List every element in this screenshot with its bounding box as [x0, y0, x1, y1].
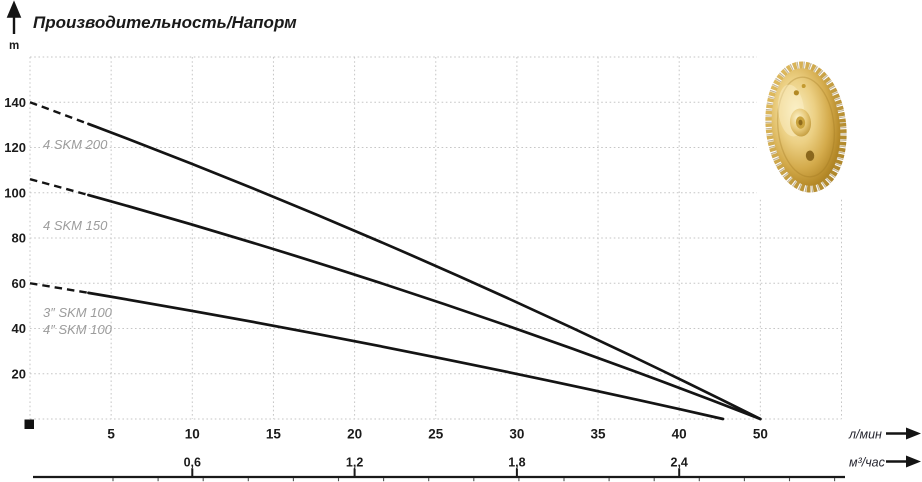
x-tick-label-lmin: 50: [753, 427, 768, 442]
impeller-photo-icon: [765, 61, 847, 193]
y-tick-label: 80: [12, 231, 26, 246]
chart-title: Производительность/Напорм: [33, 13, 297, 32]
x-axis-lmin-arrow-icon: [886, 427, 921, 440]
curve-4-skm-150-dashed: [29, 178, 89, 197]
curve-3-4-skm-100: [87, 291, 725, 421]
x-tick-label-m3h: 2,4: [671, 456, 688, 470]
y-tick-label: 20: [12, 366, 26, 381]
curve-4-skm-200: [87, 122, 762, 421]
x-tick-label-lmin: 40: [672, 427, 687, 442]
y-tick-label: 60: [12, 276, 26, 291]
x-tick-label-m3h: 1,2: [346, 456, 363, 470]
curve-4-skm-150: [87, 193, 762, 421]
y-tick-label: 140: [4, 95, 26, 110]
series-label: 4 SKM 150: [43, 218, 108, 233]
y-axis-unit-label: m: [9, 40, 19, 52]
x-tick-label-lmin: 35: [591, 427, 607, 442]
x-tick-label-m3h: 0,6: [184, 456, 201, 470]
curve-4-skm-200-dashed: [29, 101, 89, 126]
series-label: 4 SKM 200: [43, 137, 108, 152]
x-axis-unit-m3h: м³/час: [849, 456, 886, 470]
x-tick-label-lmin: 30: [509, 427, 524, 442]
x-axis-m3h-arrow-icon: [886, 455, 921, 468]
y-axis-up-arrow-icon: [6, 0, 22, 34]
x-tick-label-lmin: 10: [185, 427, 200, 442]
y-tick-label: 120: [4, 140, 26, 155]
y-tick-label: 100: [4, 185, 26, 200]
x-tick-label-lmin: 20: [347, 427, 362, 442]
series-label: 4″ SKM 100: [43, 322, 113, 337]
y-tick-label: 40: [12, 321, 26, 336]
origin-marker: [24, 419, 34, 429]
curve-3-4-skm-100-dashed: [29, 282, 89, 295]
x-tick-label-m3h: 1,8: [508, 456, 525, 470]
series-label: 3″ SKM 100: [43, 305, 113, 320]
x-tick-label-lmin: 5: [107, 427, 115, 442]
x-axis-unit-lmin: л/мин: [848, 428, 882, 442]
x-tick-label-lmin: 25: [428, 427, 444, 442]
x-tick-label-lmin: 15: [266, 427, 282, 442]
